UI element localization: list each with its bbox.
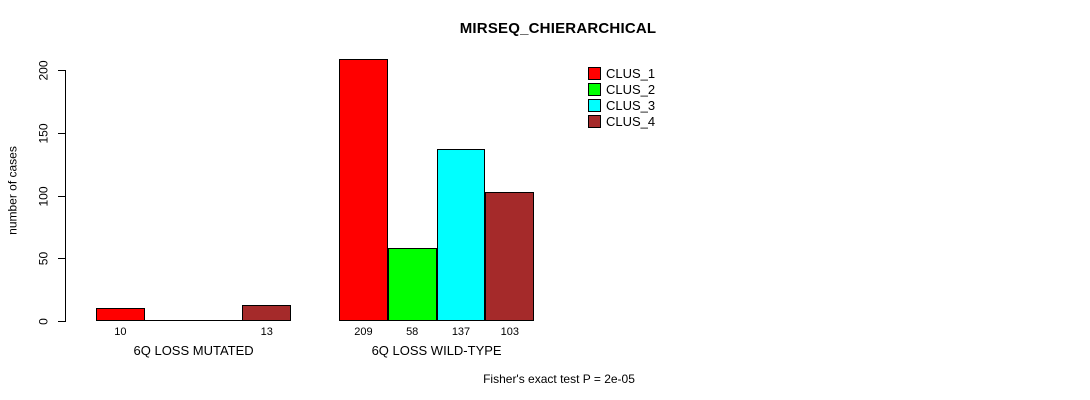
y-axis-tick-label: 50 [36,252,51,266]
bar-value-label: 103 [500,326,519,338]
y-axis-tick [58,321,65,322]
x-axis-category-label: 6Q LOSS WILD-TYPE [371,343,502,358]
bar-clus_2-group2 [387,248,437,321]
x-axis-category-label: 6Q LOSS MUTATED [133,343,254,358]
y-axis-tick-label: 150 [36,123,51,144]
bar-clus_1-group2 [339,59,388,321]
legend-swatch-clus_3 [588,99,601,112]
legend-label-clus_4: CLUS_4 [606,114,656,129]
bar-value-label: 10 [114,326,127,338]
y-axis-tick [58,195,65,197]
legend-label-clus_1: CLUS_1 [606,66,656,81]
y-axis-tick-label: 100 [36,185,51,207]
zero-bar-clus_3-group1 [193,320,244,321]
legend-label-clus_2: CLUS_2 [606,82,656,97]
legend-label-clus_3: CLUS_3 [606,98,656,113]
legend-swatch-clus_4 [588,115,601,128]
bar-value-label: 137 [451,326,471,338]
y-axis-title: number of cases [5,146,20,235]
zero-bar-clus_2-group1 [144,320,195,321]
bar-clus_4-group1 [242,305,292,321]
bar-clus_3-group2 [436,149,486,321]
chart-title: MIRSEQ_CHIERARCHICAL [459,20,657,37]
y-axis-line [65,70,66,322]
y-axis-tick [58,70,65,71]
bar-clus_1-group1 [96,308,145,321]
y-axis-tick-label: 0 [36,318,51,325]
fisher-test-annotation: Fisher's exact test P = 2e-05 [483,372,635,386]
legend-swatch-clus_1 [588,67,601,80]
bar-value-label: 58 [406,326,419,338]
y-axis-tick [58,132,65,134]
legend-swatch-clus_2 [588,83,601,96]
bar-clus_4-group2 [485,192,535,321]
y-axis-tick-label: 200 [36,60,51,81]
bar-value-label: 13 [260,326,273,338]
y-axis-tick [58,258,65,260]
bar-value-label: 209 [354,326,373,338]
